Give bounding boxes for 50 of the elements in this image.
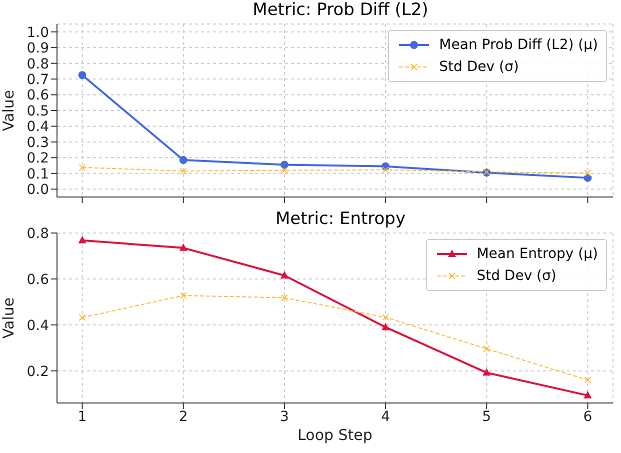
legend-label: Mean Prob Diff (L2) (μ) bbox=[439, 37, 598, 53]
point bbox=[78, 164, 86, 171]
y-tick-label: 0.4 bbox=[26, 119, 50, 136]
point bbox=[78, 236, 86, 244]
point bbox=[382, 322, 390, 330]
point bbox=[584, 390, 592, 398]
x-tick-label: 2 bbox=[178, 408, 188, 425]
legend-label: Mean Entropy (μ) bbox=[476, 246, 598, 262]
point bbox=[382, 314, 390, 321]
y-tick-label: 0.3 bbox=[26, 134, 49, 151]
y-tick-label: 0.2 bbox=[26, 364, 49, 380]
point bbox=[280, 294, 288, 302]
y-tick-label: 0.5 bbox=[26, 103, 49, 120]
y-tick-label: 0.7 bbox=[26, 72, 49, 88]
y-tick-label: 0.8 bbox=[26, 226, 49, 242]
point bbox=[180, 168, 187, 175]
y-tick-label: 0.6 bbox=[26, 272, 50, 288]
x-tick-label: 6 bbox=[583, 408, 592, 425]
point bbox=[280, 166, 288, 174]
chart-title: Metric: Prob Diff (L2) bbox=[252, 0, 430, 20]
point bbox=[179, 156, 188, 164]
y-axis-title: Value bbox=[0, 90, 18, 132]
x-tick-label: 1 bbox=[78, 408, 87, 425]
point bbox=[78, 314, 86, 322]
x-tick-label: 5 bbox=[482, 408, 492, 425]
point bbox=[584, 376, 592, 384]
y-tick-label: 0.6 bbox=[26, 88, 50, 104]
y-tick-label: 0.2 bbox=[26, 150, 49, 167]
point bbox=[280, 160, 288, 169]
y-tick-label: 0.1 bbox=[26, 166, 49, 182]
point bbox=[179, 243, 188, 251]
x-tick-label: 3 bbox=[280, 408, 289, 425]
point bbox=[584, 170, 592, 177]
legend-label: Std Dev (σ) bbox=[476, 268, 556, 284]
y-tick-label: 0.9 bbox=[26, 40, 49, 57]
y-tick-label: 0.4 bbox=[26, 318, 50, 334]
y-axis-title: Value bbox=[0, 297, 18, 339]
x-axis-title: Loop Step bbox=[298, 426, 372, 444]
chart-title: Metric: Entropy bbox=[275, 209, 406, 229]
point bbox=[382, 166, 390, 174]
y-tick-label: 1.0 bbox=[26, 24, 49, 41]
x-tick-label: 4 bbox=[381, 408, 390, 425]
legend-label: Std Dev (σ) bbox=[439, 59, 519, 75]
point bbox=[78, 71, 86, 80]
y-tick-label: 0.0 bbox=[26, 182, 49, 198]
point bbox=[180, 292, 187, 299]
point bbox=[280, 271, 288, 278]
point bbox=[483, 345, 490, 352]
point bbox=[482, 368, 491, 376]
y-tick-label: 0.8 bbox=[26, 56, 49, 72]
